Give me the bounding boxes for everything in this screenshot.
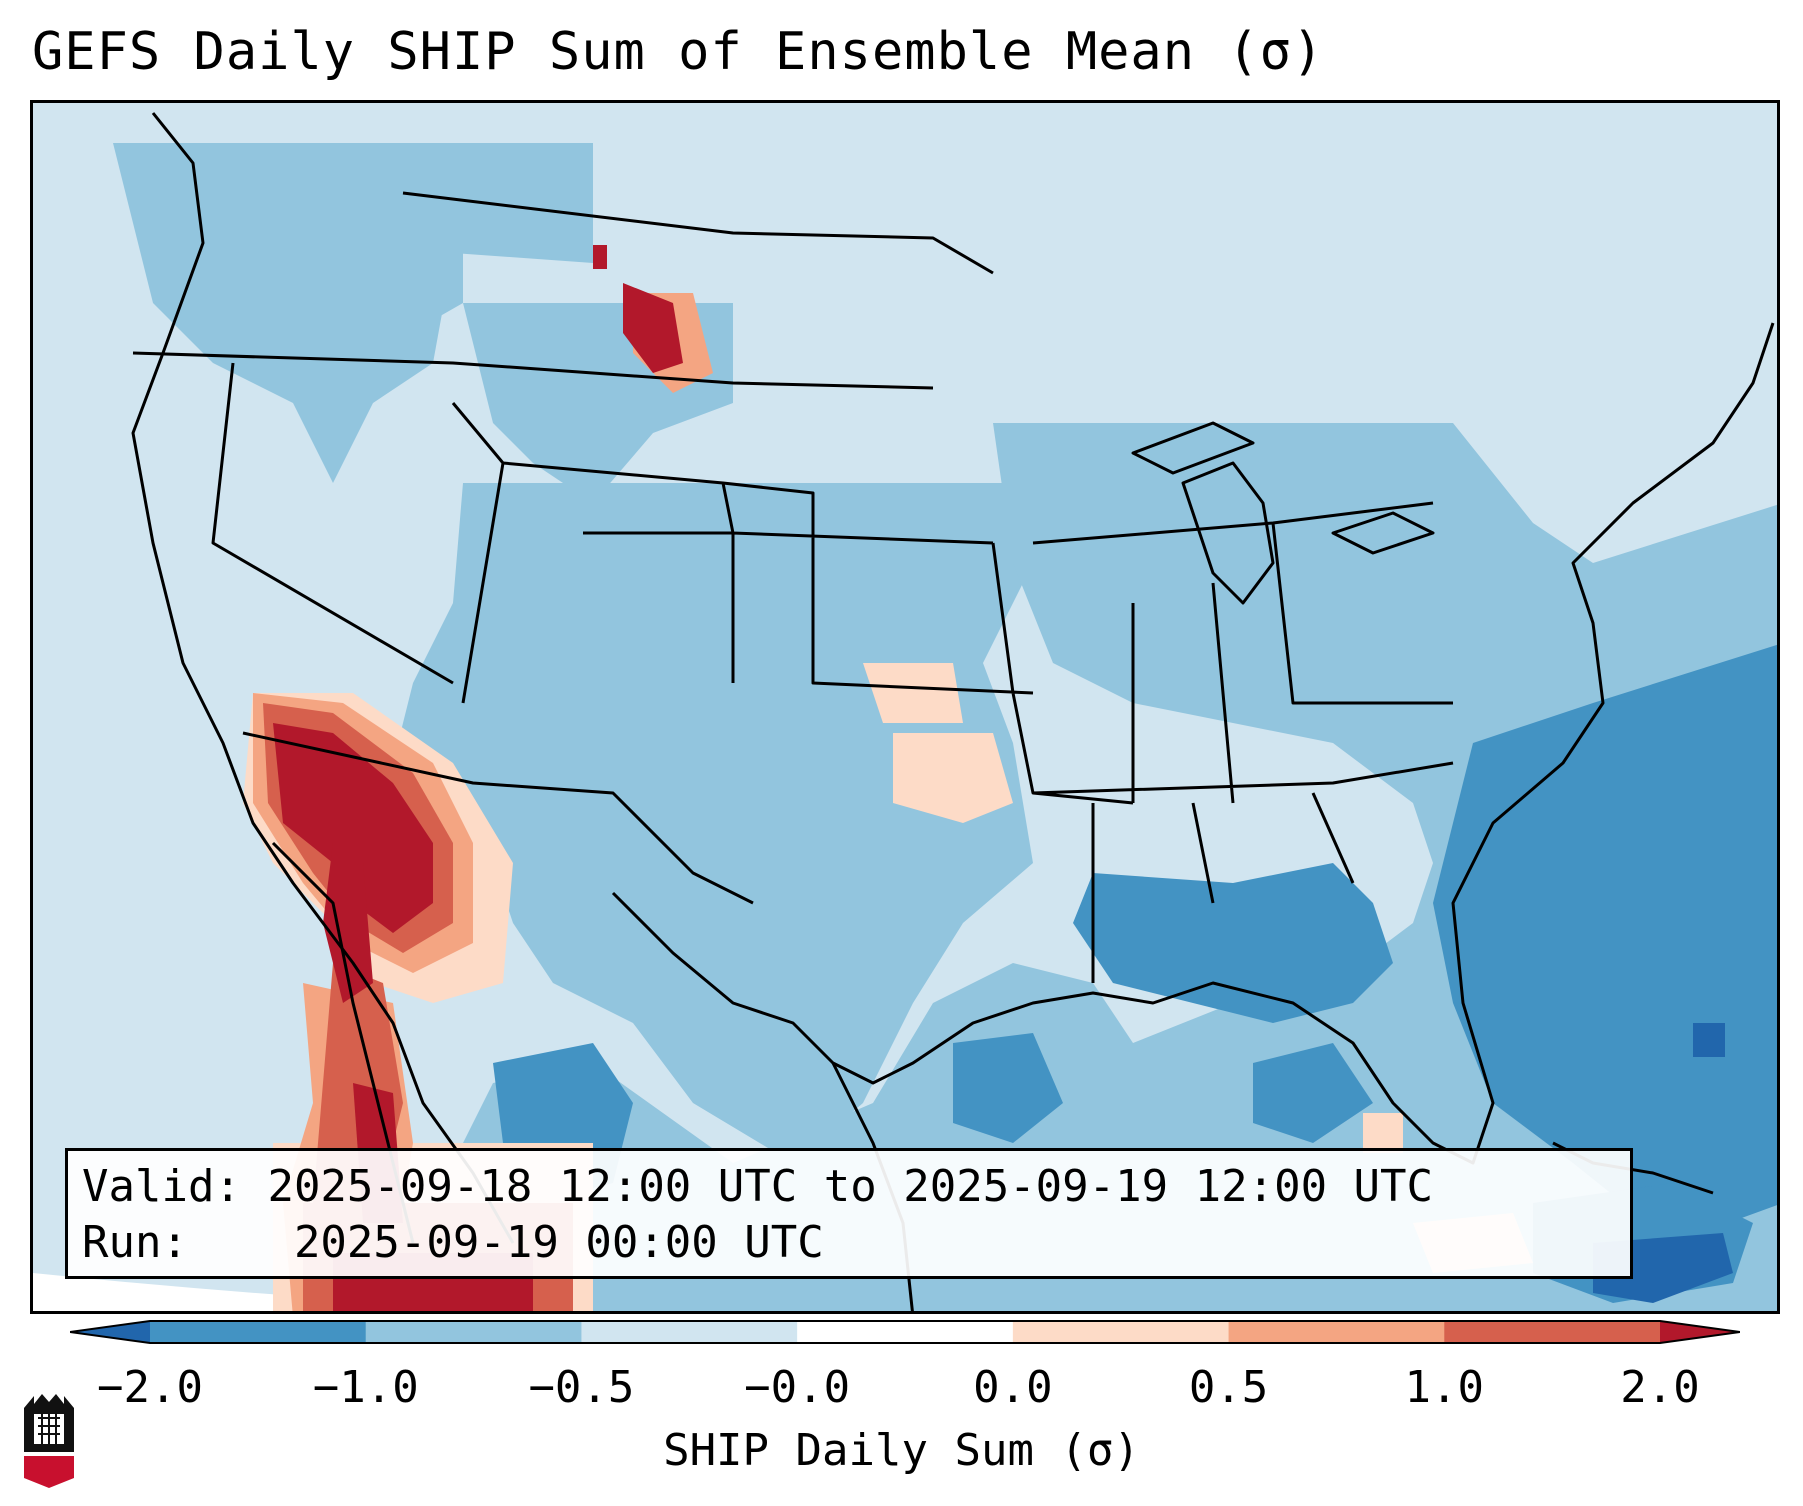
lake-superior <box>1131 421 1255 475</box>
run-label: Run: <box>82 1217 188 1268</box>
colorbar-tick-label: 0.5 <box>1188 1362 1269 1413</box>
colorbar-segment <box>797 1321 1014 1343</box>
run-value: 2025-09-19 00:00 UTC <box>293 1217 824 1268</box>
colorbar-label: SHIP Daily Sum (σ) <box>663 1425 1140 1476</box>
us-border-north <box>132 351 934 390</box>
colorbar-tick-label: −1.0 <box>312 1362 419 1413</box>
lake-michigan <box>1181 461 1275 605</box>
us-border-south <box>242 731 754 905</box>
colorbar-tick-label: 0.0 <box>973 1362 1053 1413</box>
canada-line <box>402 191 994 275</box>
colorbar-tick-label: 1.0 <box>1404 1362 1485 1413</box>
colorbar-over-arrow <box>1660 1321 1740 1343</box>
niu-logo-icon <box>20 1390 78 1490</box>
lake-erie <box>1331 511 1435 555</box>
colorbar-segment <box>581 1321 798 1343</box>
colorbar-segment <box>365 1321 582 1343</box>
colorbar-segments <box>150 1321 1661 1343</box>
valid-label: Valid: <box>82 1161 241 1212</box>
colorbar-outline <box>70 1320 1740 1344</box>
map-panel <box>30 100 1780 1314</box>
valid-time-box: Valid: 2025-09-18 12:00 UTC to 2025-09-1… <box>65 1148 1633 1279</box>
colorbar-segment <box>1444 1321 1661 1343</box>
colorbar-under-arrow <box>70 1321 150 1343</box>
colorbar-segment <box>150 1321 367 1343</box>
colorbar-segment <box>1012 1321 1230 1343</box>
atlantic-gulf-coast <box>611 322 1775 1165</box>
pacific-coast <box>131 112 515 1244</box>
map-title: GEFS Daily SHIP Sum of Ensemble Mean (σ) <box>32 22 1325 82</box>
ship-field-map <box>33 103 1777 1311</box>
colorbar-tick-label: −0.5 <box>528 1362 635 1413</box>
colorbar-tick-label: −0.0 <box>744 1362 851 1413</box>
colorbar-tick-label: 2.0 <box>1620 1362 1700 1413</box>
state-lines <box>211 362 1454 983</box>
valid-value: 2025-09-18 12:00 UTC to 2025-09-19 12:00… <box>267 1161 1434 1212</box>
colorbar-segment <box>1228 1321 1445 1343</box>
colorbar-tick-label: −2.0 <box>97 1362 203 1413</box>
colorbar <box>70 1320 1740 1344</box>
